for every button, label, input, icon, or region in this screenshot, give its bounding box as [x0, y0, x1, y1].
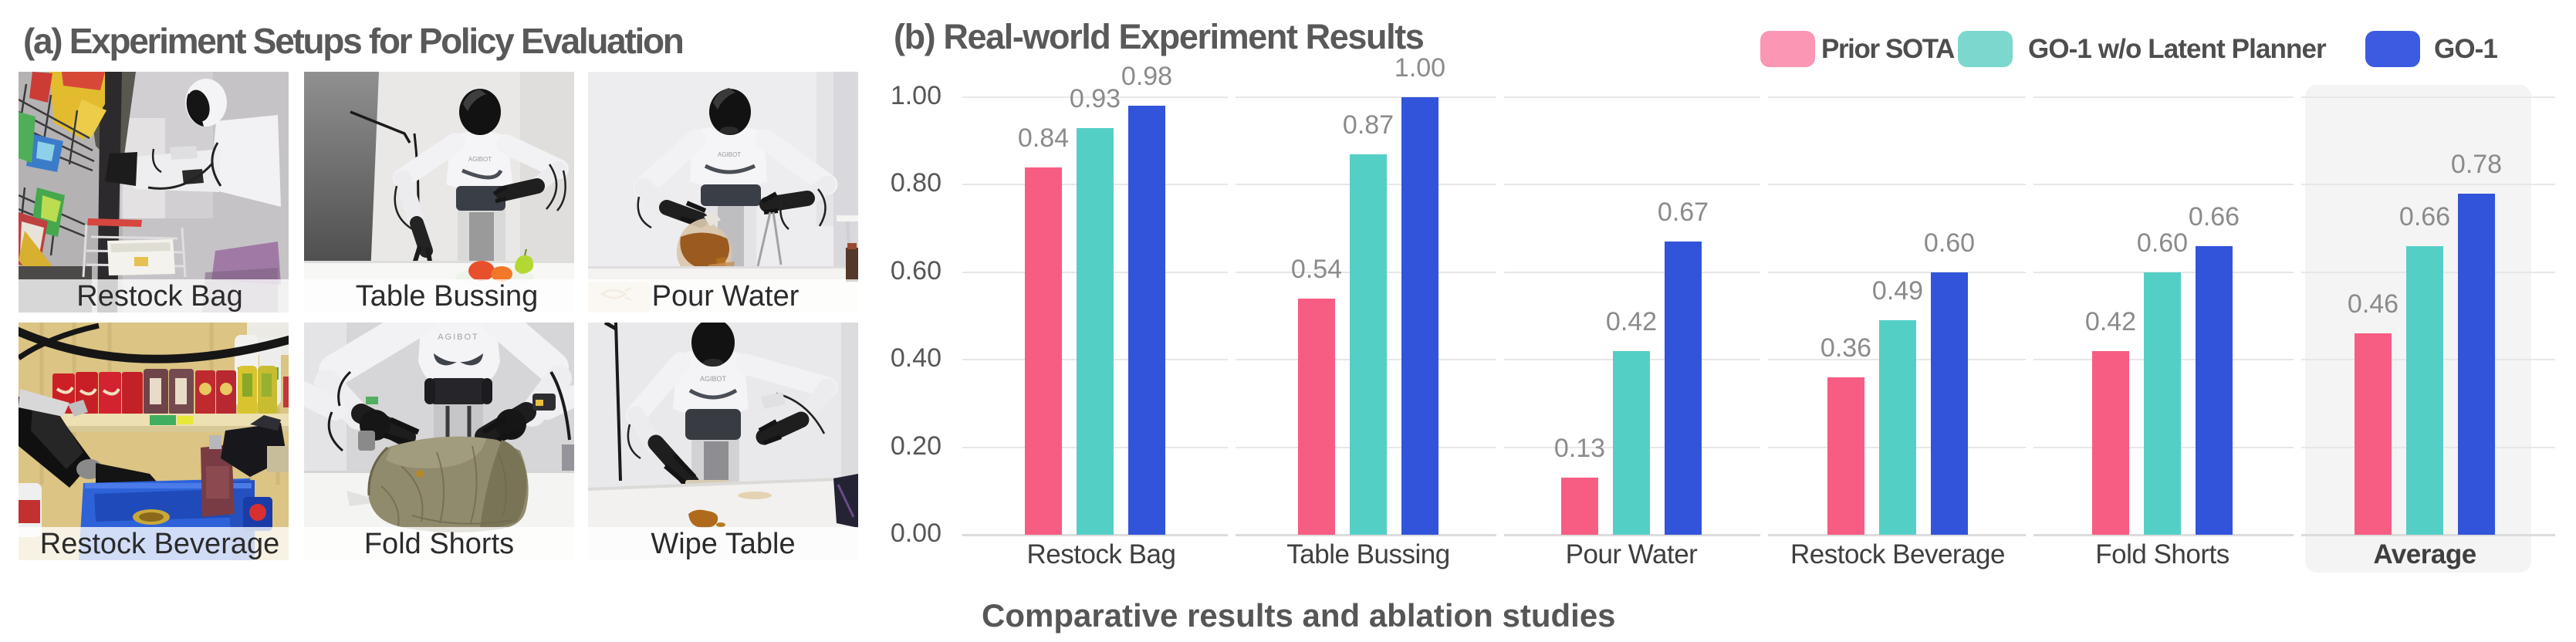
svg-text:AGIBOT: AGIBOT	[468, 156, 492, 163]
svg-text:AGIBOT: AGIBOT	[718, 151, 741, 158]
svg-text:AGIBOT: AGIBOT	[700, 375, 727, 383]
svg-text:AGIBOT: AGIBOT	[438, 333, 479, 342]
